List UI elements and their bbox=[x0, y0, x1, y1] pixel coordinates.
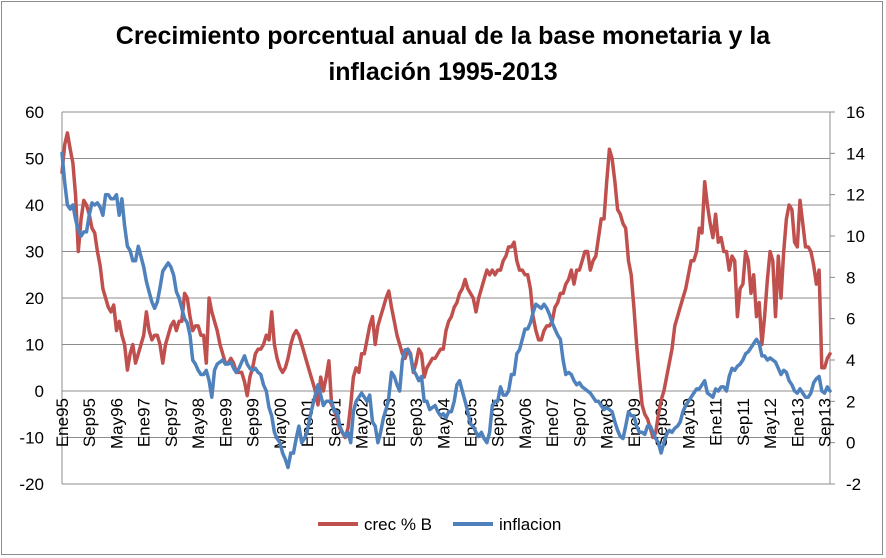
right-axis-tick-label: 6 bbox=[846, 310, 855, 329]
x-axis-tick-label: Ene95 bbox=[53, 398, 72, 447]
right-axis-tick-label: -2 bbox=[846, 475, 861, 494]
x-axis-tick-label: May04 bbox=[434, 398, 453, 449]
right-axis-tick-label: 0 bbox=[846, 434, 855, 453]
right-axis-tick-label: 14 bbox=[846, 144, 865, 163]
x-axis-tick-label: May98 bbox=[189, 398, 208, 449]
left-axis-tick-label: 60 bbox=[25, 103, 44, 122]
x-axis-tick-label: May10 bbox=[679, 398, 698, 449]
chart-title-line-2: inflación 1995-2013 bbox=[328, 58, 558, 86]
x-axis-tick-label: Ene11 bbox=[707, 398, 726, 446]
left-axis-tick-label: 50 bbox=[25, 150, 44, 169]
x-axis-tick-label: Sep95 bbox=[80, 398, 99, 447]
x-axis-tick-label: Ene13 bbox=[788, 398, 807, 447]
left-axis-tick-label: 40 bbox=[25, 196, 44, 215]
chart-title: Crecimiento porcentual anual de la base … bbox=[0, 18, 886, 90]
x-axis-tick-label: Ene07 bbox=[543, 398, 562, 447]
x-axis-tick-label: Sep01 bbox=[325, 398, 344, 447]
right-y-axis-ticks: 16 14 12 10 8 6 4 2 0 -2 bbox=[830, 103, 865, 494]
left-axis-tick-label: -20 bbox=[19, 475, 44, 494]
x-axis-tick-label: Sep97 bbox=[162, 398, 181, 447]
x-axis-tick-label: May06 bbox=[516, 398, 535, 449]
right-axis-tick-label: 2 bbox=[846, 392, 855, 411]
x-axis-tick-label: Sep99 bbox=[244, 398, 263, 447]
x-axis-ticks: Ene95 Sep95 May96 Ene97 Sep97 May98 Ene99 Sep99… bbox=[53, 398, 835, 449]
x-axis-tick-label: Ene99 bbox=[216, 398, 235, 447]
x-axis-tick-label: Sep13 bbox=[816, 398, 835, 447]
series-lines bbox=[60, 131, 832, 470]
series-line-crec-b bbox=[60, 131, 832, 440]
right-axis-tick-label: 10 bbox=[846, 227, 865, 246]
series-line-inflacion bbox=[60, 151, 832, 470]
left-axis-tick-label: 20 bbox=[25, 289, 44, 308]
right-axis-tick-label: 8 bbox=[846, 268, 855, 287]
left-axis-tick-label: 30 bbox=[25, 243, 44, 262]
legend: crec % B inflacion bbox=[318, 515, 561, 534]
legend-label-inflacion: inflacion bbox=[499, 515, 561, 534]
legend-label-crec-b: crec % B bbox=[364, 515, 432, 534]
right-axis-tick-label: 4 bbox=[846, 351, 855, 370]
left-axis-tick-label: -10 bbox=[19, 429, 44, 448]
x-axis-tick-label: May96 bbox=[107, 398, 126, 449]
x-axis-tick-label: Sep03 bbox=[407, 398, 426, 447]
right-axis-tick-label: 12 bbox=[846, 186, 865, 205]
x-axis-tick-label: Ene97 bbox=[135, 398, 154, 447]
left-axis-tick-label: 10 bbox=[25, 336, 44, 355]
left-y-axis-ticks: 60 50 40 30 20 10 0 -10 -20 bbox=[19, 103, 44, 494]
x-axis-tick-label: Sep11 bbox=[734, 398, 753, 446]
x-axis-tick-label: Sep07 bbox=[570, 398, 589, 447]
x-axis-tick-label: May12 bbox=[761, 398, 780, 449]
x-axis-tick-label: May02 bbox=[353, 398, 372, 449]
right-axis-tick-label: 16 bbox=[846, 103, 865, 122]
left-axis-tick-label: 0 bbox=[35, 382, 44, 401]
chart-title-line-1: Crecimiento porcentual anual de la base … bbox=[115, 22, 771, 50]
